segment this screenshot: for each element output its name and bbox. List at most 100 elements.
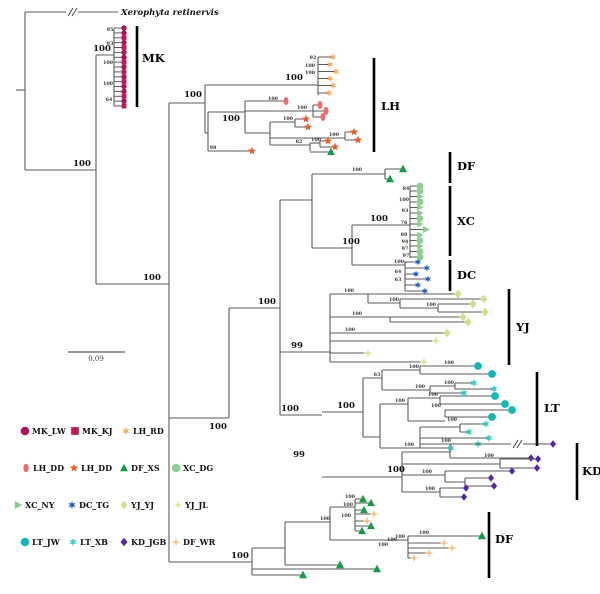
diamond-marker [460, 493, 468, 501]
circle-marker [416, 198, 424, 206]
support-value: 100 [231, 551, 249, 561]
support-value-small: 98 [401, 232, 408, 238]
star-marker [304, 122, 312, 131]
triangle-up-marker [360, 505, 368, 514]
triangle-up-marker [385, 174, 395, 183]
asterisk-marker [329, 53, 337, 61]
scale-bar-label: 0.09 [88, 355, 104, 363]
square-marker [121, 103, 127, 109]
asterisk-marker [423, 264, 431, 272]
cross-marker [369, 509, 379, 519]
asterisk-marker [424, 275, 432, 283]
circle-marker [416, 215, 424, 222]
support-value-small: 100 [344, 288, 355, 294]
legend-item-label: YJ_JL [184, 500, 208, 510]
support-value-small: 100 [352, 167, 363, 173]
support-value-small: 100 [431, 403, 442, 409]
legend-star-marker [69, 463, 79, 472]
support-value-small: 100 [484, 453, 495, 459]
support-value-small: 100 [415, 384, 426, 390]
circle-marker [416, 187, 424, 195]
branch-break-icon [67, 7, 74, 17]
triangle-up-marker [477, 531, 487, 540]
triangle-right-marker [417, 193, 424, 200]
support-value-small: 94 [402, 239, 409, 245]
square-marker [121, 45, 127, 50]
star-marker [354, 135, 362, 144]
cross-marker [424, 548, 434, 558]
support-value-small: 100 [345, 494, 356, 500]
support-value: 100 [281, 404, 299, 414]
legend-item-label: LH_RD [133, 426, 164, 436]
square-marker [121, 59, 127, 65]
legend-triangle-up-marker [120, 463, 128, 472]
asterisk-marker [414, 281, 422, 289]
support-value-small: 100 [345, 327, 356, 333]
support-value: 100 [184, 90, 202, 100]
support-value-small: 100 [387, 537, 398, 543]
diamond-marker [454, 289, 462, 299]
support-value-small: 100 [399, 197, 410, 203]
support-value: 100 [370, 214, 388, 224]
support-value-small: 100 [329, 132, 340, 138]
legend-item-label: DF_XS [131, 463, 160, 473]
legend-item-label: KD_JGB [131, 537, 167, 547]
clade-label: MK [142, 51, 166, 65]
support-value-small: 100 [305, 70, 316, 76]
support-value: 100 [73, 159, 91, 169]
support-value-small: 64 [106, 97, 113, 103]
support-value-small: 84 [403, 186, 410, 192]
support-value-small: 100 [389, 297, 400, 303]
cross-marker [447, 543, 457, 553]
clade-label: LH [381, 99, 400, 113]
asterisk-marker [414, 258, 422, 266]
triangle-up-marker [367, 521, 375, 530]
oval-marker [320, 113, 326, 121]
circle-marker [416, 182, 424, 190]
oval-marker [323, 107, 329, 115]
asterisk-marker [447, 443, 455, 453]
support-value-small: 100 [394, 259, 405, 265]
support-value-small: 97 [402, 246, 409, 252]
asterisk-marker [490, 384, 498, 394]
diamond-marker [549, 440, 557, 448]
support-value-small: 100 [341, 513, 352, 519]
circle-marker [488, 370, 496, 378]
legend-circle-marker [20, 426, 30, 436]
asterisk-marker [470, 378, 478, 388]
support-value: 99 [291, 341, 303, 351]
circle-marker [416, 253, 424, 261]
star-marker [302, 114, 310, 123]
cross-marker [431, 336, 441, 346]
asterisk-marker [412, 270, 420, 278]
circle-marker [121, 64, 127, 70]
legend-item-label: YJ_YJ [130, 500, 154, 510]
legend-asterisk-marker [68, 500, 76, 510]
cross-marker [363, 348, 373, 358]
legend-diamond-marker [120, 537, 128, 547]
diamond-marker [487, 474, 495, 482]
triangle-up-marker [298, 570, 308, 579]
legend-circle-marker [171, 463, 181, 473]
star-marker [350, 127, 358, 136]
square-marker [121, 35, 127, 41]
triangle-right-marker [417, 231, 424, 239]
legend-item-label: XC_DG [183, 463, 213, 473]
triangle-up-marker [327, 147, 335, 156]
legend-triangle-right-marker [14, 501, 23, 509]
support-value-small: 64 [395, 269, 402, 275]
legend-cross-marker [171, 537, 181, 547]
triangle-up-marker [358, 526, 366, 535]
legend-asterisk-marker [122, 426, 130, 436]
legend-item-label: MK_LW [32, 426, 67, 436]
star-marker [248, 146, 256, 155]
support-value-small: 100 [305, 63, 316, 69]
diamond-marker [508, 467, 516, 475]
legend-item-label: LT_XB [80, 537, 108, 547]
circle-marker [121, 54, 127, 60]
support-value-small: 100 [395, 398, 406, 404]
support-value-small: 100 [444, 360, 455, 366]
circle-marker [121, 74, 127, 80]
support-value: 100 [342, 237, 360, 247]
support-value-small: 76 [401, 220, 408, 226]
